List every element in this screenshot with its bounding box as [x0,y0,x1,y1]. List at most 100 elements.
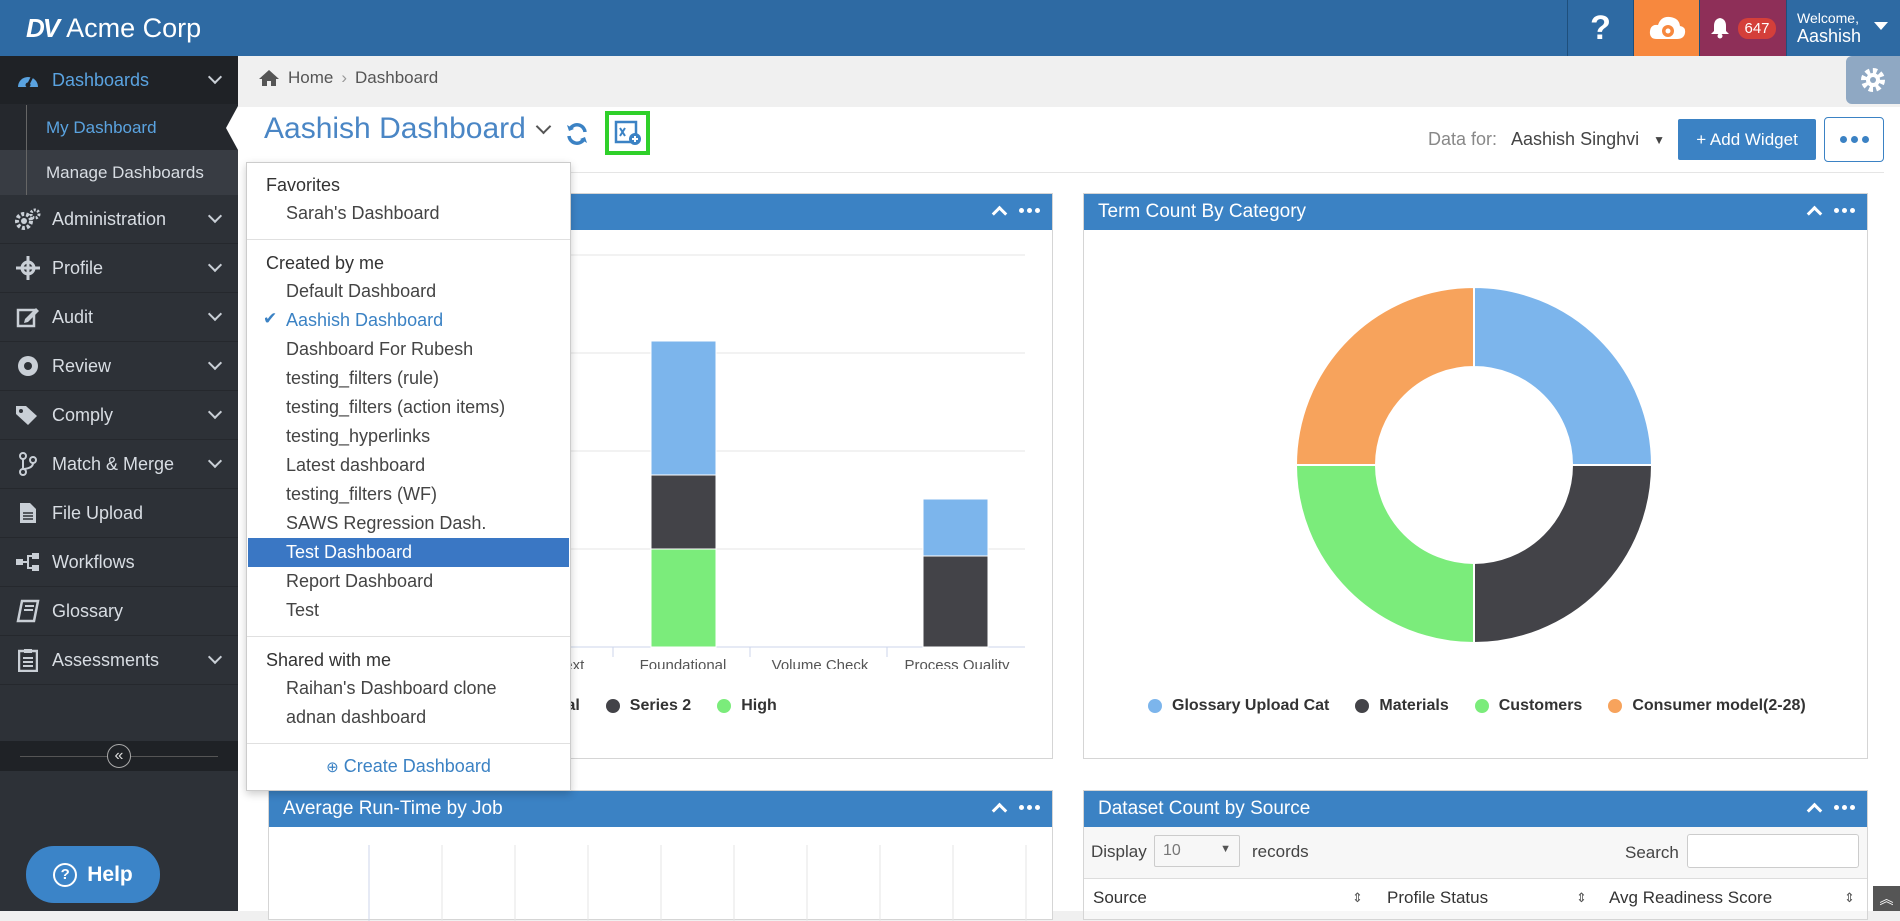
donut-slice[interactable] [1294,285,1475,466]
caret-down-icon: ▼ [1220,843,1231,855]
refresh-icon[interactable] [565,122,589,151]
sidebar-item-assessments[interactable]: Assessments [0,636,238,685]
dropdown-item[interactable]: Sarah's Dashboard [286,203,440,223]
legend-label: Materials [1379,697,1449,714]
display-label: Display [1091,842,1147,861]
dropdown-item[interactable]: adnan dashboard [286,707,427,727]
widget-menu-icon[interactable] [1019,805,1040,810]
sidebar-item-dashboards[interactable]: Dashboards [0,56,238,105]
donut-slice[interactable] [1473,464,1654,645]
chevron-down-icon [535,118,552,134]
collapse-icon[interactable] [991,205,1008,222]
collapse-icon[interactable] [1806,205,1823,222]
collapse-icon[interactable] [991,802,1008,819]
gear-icon [1861,68,1885,92]
legend-item[interactable]: Customers [1474,697,1582,715]
legend-label: Glossary Upload Cat [1172,697,1330,714]
legend-item[interactable]: Materials [1355,697,1449,715]
question-circle-icon: ? [53,862,78,887]
sidebar-item-label: Assessments [52,649,160,670]
help-widget-button[interactable]: ? Help [26,846,160,903]
records-per-page-select[interactable]: 10 ▼ [1154,835,1240,867]
help-button[interactable]: ? [1567,0,1633,56]
sidebar-item-label: Match & Merge [52,453,175,474]
add-widget-button[interactable]: + Add Widget [1678,119,1816,160]
widget-header: Dataset Count by Source [1084,791,1867,827]
column-header-avg-readiness[interactable]: Avg Readiness Score [1609,888,1773,907]
dropdown-item-highlighted[interactable]: Test Dashboard [248,538,569,567]
widget-menu-icon[interactable] [1019,208,1040,213]
dashboard-selector[interactable]: Aashish Dashboard [264,112,552,146]
data-for-filter[interactable]: Data for: Aashish Singhvi ▼ [1428,129,1665,150]
dropdown-item[interactable]: Raihan's Dashboard clone [286,678,497,698]
collapse-icon[interactable] [1806,802,1823,819]
create-dashboard-link[interactable]: ⊕ Create Dashboard [247,756,570,777]
sidebar-item-comply[interactable]: Comply [0,391,238,440]
page-settings-button[interactable] [1846,56,1900,104]
notification-count-badge: 647 [1738,17,1776,39]
sidebar-item-file-upload[interactable]: File Upload [0,489,238,538]
brand-logo: DV [26,12,60,43]
search-label: Search [1625,843,1679,862]
sidebar-item-administration[interactable]: Administration [0,195,238,244]
dropdown-item[interactable]: testing_filters (WF) [286,484,438,504]
widget-header: Average Run-Time by Job [269,791,1052,827]
dropdown-item[interactable]: Report Dashboard [286,571,434,591]
sidebar-item-profile[interactable]: Profile [0,244,238,293]
legend-item[interactable]: Consumer model(2-28) [1608,697,1806,715]
column-header-profile-status[interactable]: Profile Status [1387,888,1489,907]
runtime-chart-grid [368,845,1027,921]
sort-icon[interactable]: ⇕ [1576,890,1587,905]
divider [258,172,1884,173]
dropdown-item[interactable]: SAWS Regression Dash. [286,513,487,533]
scroll-to-top-button[interactable]: ︽ [1873,886,1900,911]
dropdown-item[interactable]: Dashboard For Rubesh [286,339,474,359]
dropdown-item-selected[interactable]: Aashish Dashboard [286,310,444,330]
sidebar-item-label: Workflows [52,551,135,572]
dropdown-item[interactable]: Default Dashboard [286,281,437,301]
more-options-button[interactable] [1824,117,1884,162]
sidebar-subitem-my-dashboard[interactable]: My Dashboard [0,105,238,150]
legend-item[interactable]: High [717,697,777,715]
collapse-sidebar-icon[interactable]: « [107,744,131,768]
legend-dot [1608,699,1623,713]
caret-down-icon [1874,22,1888,30]
legend-item[interactable]: Series 2 [605,697,691,715]
sidebar-item-audit[interactable]: Audit [0,293,238,342]
dropdown-item[interactable]: testing_filters (action items) [286,397,506,417]
sidebar-item-label: Review [52,355,112,376]
sidebar-item-match-merge[interactable]: Match & Merge [0,440,238,489]
table-search-input[interactable] [1687,834,1859,868]
widget-title: Term Count By Category [1098,201,1307,222]
legend-item[interactable]: Glossary Upload Cat [1148,697,1329,715]
add-widget-icon-button[interactable] [605,111,650,155]
widget-menu-icon[interactable] [1834,805,1855,810]
widget-menu-icon[interactable] [1834,208,1855,213]
donut-slice[interactable] [1473,285,1654,466]
user-menu[interactable]: Welcome, Aashish [1786,0,1900,56]
dropdown-item[interactable]: testing_hyperlinks [286,426,431,446]
sidebar-item-label: Audit [52,306,94,327]
records-per-page-value: 10 [1163,842,1181,859]
welcome-label: Welcome, [1797,9,1859,26]
sort-icon[interactable]: ⇕ [1352,890,1363,905]
dropdown-item[interactable]: testing_filters (rule) [286,368,440,388]
cloud-settings-button[interactable] [1633,0,1699,56]
sidebar-item-glossary[interactable]: Glossary [0,587,238,636]
tags-icon [15,402,41,428]
compass-icon [15,353,41,379]
sidebar-subitem-manage-dashboards[interactable]: Manage Dashboards [0,150,238,195]
sidebar-collapse-bar: « [0,741,238,771]
donut-slice[interactable] [1294,464,1475,645]
sidebar-item-label: File Upload [52,502,144,523]
dropdown-item[interactable]: Latest dashboard [286,455,426,475]
sort-icon[interactable]: ⇕ [1844,890,1855,905]
dropdown-item[interactable]: Test [286,600,320,620]
column-header-source[interactable]: Source [1093,888,1147,907]
brand[interactable]: DV Acme Corp [26,10,201,46]
notifications-button[interactable]: 647 [1699,0,1786,56]
breadcrumb-home[interactable]: Home [288,68,334,87]
sidebar-item-review[interactable]: Review [0,342,238,391]
sidebar-item-workflows[interactable]: Workflows [0,538,238,587]
chevron-down-icon [207,453,223,469]
